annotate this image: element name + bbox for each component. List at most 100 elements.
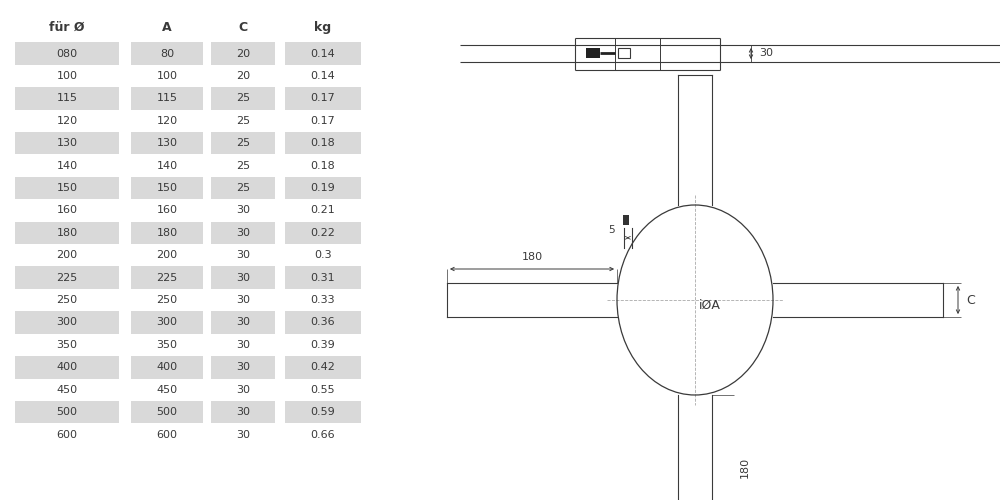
Text: 30: 30: [236, 206, 250, 216]
Text: 0.18: 0.18: [311, 160, 335, 170]
Bar: [586, 48, 600, 58]
Bar: [15, 132, 119, 154]
Bar: [211, 42, 275, 64]
Text: 0.59: 0.59: [311, 407, 335, 417]
Text: 30: 30: [236, 384, 250, 394]
Bar: [285, 87, 361, 110]
Text: 5: 5: [609, 225, 615, 235]
Text: 30: 30: [236, 407, 250, 417]
Bar: [211, 401, 275, 423]
Text: 0.42: 0.42: [311, 362, 335, 372]
Text: 200: 200: [156, 250, 178, 260]
Bar: [15, 87, 119, 110]
Text: 160: 160: [56, 206, 78, 216]
Text: 150: 150: [56, 183, 78, 193]
Text: 0.17: 0.17: [311, 116, 335, 126]
Text: 0.66: 0.66: [311, 430, 335, 440]
Text: 25: 25: [236, 116, 250, 126]
Text: 30: 30: [236, 318, 250, 328]
Text: 200: 200: [56, 250, 78, 260]
Bar: [131, 356, 203, 378]
Text: 0.14: 0.14: [311, 71, 335, 81]
Text: 120: 120: [56, 116, 78, 126]
Text: 20: 20: [236, 71, 250, 81]
Text: 130: 130: [156, 138, 178, 148]
Bar: [211, 132, 275, 154]
Bar: [211, 177, 275, 199]
Text: 300: 300: [56, 318, 78, 328]
Text: 80: 80: [160, 48, 174, 58]
Text: 400: 400: [156, 362, 178, 372]
Bar: [285, 222, 361, 244]
Text: 0.18: 0.18: [311, 138, 335, 148]
Text: 180: 180: [56, 228, 78, 238]
Bar: [131, 87, 203, 110]
Text: A: A: [162, 20, 172, 34]
Bar: [285, 266, 361, 289]
Text: 0.14: 0.14: [311, 48, 335, 58]
Bar: [131, 42, 203, 64]
Text: kg: kg: [314, 20, 332, 34]
Text: 0.31: 0.31: [311, 272, 335, 282]
Text: 500: 500: [56, 407, 78, 417]
Text: 180: 180: [521, 252, 543, 262]
Bar: [131, 266, 203, 289]
Bar: [211, 222, 275, 244]
Bar: [211, 356, 275, 378]
Text: 30: 30: [236, 430, 250, 440]
Text: 30: 30: [236, 362, 250, 372]
Text: 500: 500: [156, 407, 178, 417]
Text: 0.33: 0.33: [311, 295, 335, 305]
Bar: [15, 42, 119, 64]
Text: 0.21: 0.21: [311, 206, 335, 216]
Bar: [131, 222, 203, 244]
Text: 600: 600: [156, 430, 178, 440]
Text: 0.17: 0.17: [311, 94, 335, 104]
Bar: [285, 132, 361, 154]
Text: 130: 130: [56, 138, 78, 148]
Text: 300: 300: [156, 318, 178, 328]
Text: 0.22: 0.22: [311, 228, 335, 238]
Bar: [285, 356, 361, 378]
Bar: [131, 177, 203, 199]
Bar: [285, 177, 361, 199]
Bar: [131, 312, 203, 334]
Text: 140: 140: [156, 160, 178, 170]
Text: 180: 180: [740, 457, 750, 478]
Text: 450: 450: [156, 384, 178, 394]
Text: C: C: [966, 294, 975, 306]
Text: 0.36: 0.36: [311, 318, 335, 328]
Bar: [15, 177, 119, 199]
Bar: [131, 401, 203, 423]
Bar: [15, 222, 119, 244]
Text: 30: 30: [236, 340, 250, 350]
Text: für Ø: für Ø: [49, 20, 85, 34]
Text: 30: 30: [236, 295, 250, 305]
Bar: [623, 215, 629, 225]
Text: 25: 25: [236, 138, 250, 148]
Bar: [211, 312, 275, 334]
Text: 400: 400: [56, 362, 78, 372]
Text: 30: 30: [236, 250, 250, 260]
Bar: [15, 401, 119, 423]
Text: 30: 30: [236, 228, 250, 238]
Bar: [285, 42, 361, 64]
Text: 20: 20: [236, 48, 250, 58]
Text: 225: 225: [156, 272, 178, 282]
Bar: [285, 401, 361, 423]
Text: 160: 160: [156, 206, 178, 216]
Text: 0.39: 0.39: [311, 340, 335, 350]
Bar: [211, 87, 275, 110]
Text: 0.19: 0.19: [311, 183, 335, 193]
Bar: [131, 132, 203, 154]
Text: iØA: iØA: [699, 298, 721, 312]
Text: 150: 150: [156, 183, 178, 193]
Text: 30: 30: [759, 48, 773, 58]
Text: 225: 225: [56, 272, 78, 282]
Text: 25: 25: [236, 94, 250, 104]
Bar: [15, 266, 119, 289]
Text: 140: 140: [56, 160, 78, 170]
Text: 115: 115: [56, 94, 78, 104]
Bar: [15, 356, 119, 378]
Text: 080: 080: [56, 48, 78, 58]
